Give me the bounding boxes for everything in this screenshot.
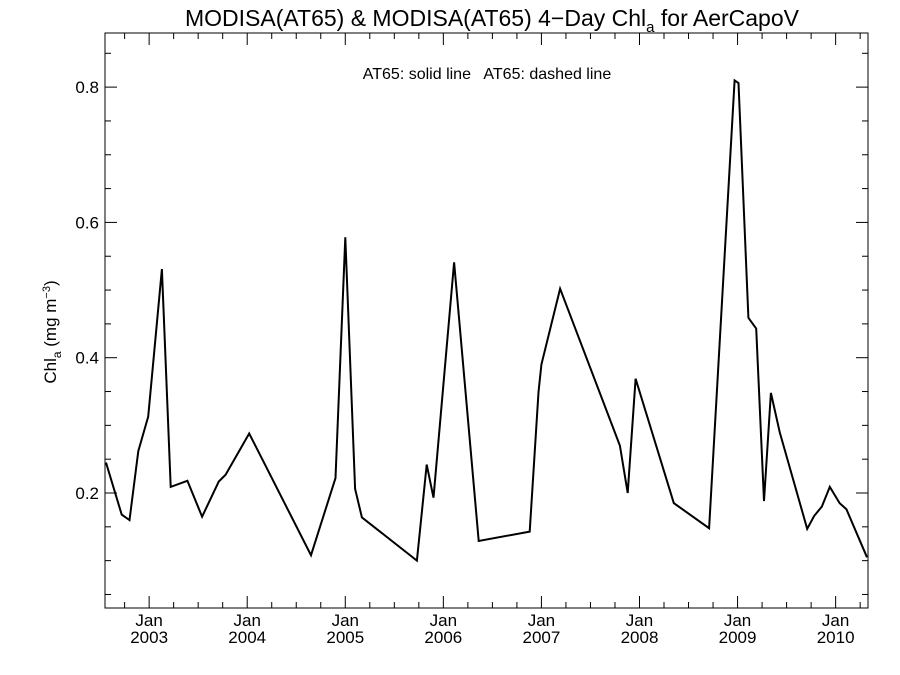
plot-frame <box>104 32 869 609</box>
x-tick-month-label: Jan <box>724 611 751 630</box>
data-series-group <box>105 78 868 563</box>
y-tick-label: 0.4 <box>75 349 99 368</box>
x-tick-year-label: 2006 <box>424 628 462 647</box>
x-tick-month-label: Jan <box>822 611 849 630</box>
y-tick-label: 0.6 <box>75 213 99 232</box>
x-tick-month-label: Jan <box>135 611 162 630</box>
x-tick-year-label: 2005 <box>326 628 364 647</box>
x-tick-year-label: 2004 <box>228 628 266 647</box>
y-axis-label-main: Chl <box>41 358 60 384</box>
y-axis-label-unit: (mg m <box>41 299 60 352</box>
plot-area: 0.20.40.60.8Jan2003Jan2004Jan2005Jan2006… <box>75 32 869 647</box>
chart-title: MODISA(AT65) & MODISA(AT65) 4−Day Chla f… <box>185 5 800 36</box>
x-tick-month-label: Jan <box>626 611 653 630</box>
x-tick-year-label: 2003 <box>130 628 168 647</box>
x-tick-month-label: Jan <box>332 611 359 630</box>
y-tick-label: 0.8 <box>75 78 99 97</box>
y-axis-label-subscript: a <box>50 351 64 358</box>
x-tick-year-label: 2009 <box>719 628 757 647</box>
x-tick-year-label: 2010 <box>817 628 855 647</box>
chart-title-suffix: for AerCapoV <box>655 5 800 31</box>
x-tick-month-label: Jan <box>528 611 555 630</box>
y-axis-label: Chla (mg m−3) <box>41 280 64 383</box>
y-axis-label-unit-sup: −3 <box>41 286 53 299</box>
x-tick-year-label: 2008 <box>621 628 659 647</box>
x-tick-year-label: 2007 <box>523 628 561 647</box>
chart-title-main: MODISA(AT65) & MODISA(AT65) 4−Day Chl <box>185 5 646 31</box>
series-line-solid <box>105 78 868 563</box>
x-tick-month-label: Jan <box>430 611 457 630</box>
y-tick-label: 0.2 <box>75 484 99 503</box>
chart-title-subscript: a <box>646 19 655 36</box>
x-tick-month-label: Jan <box>233 611 260 630</box>
y-axis-label-close: ) <box>41 280 60 286</box>
legend-annotation: AT65: solid line AT65: dashed line <box>363 66 612 83</box>
